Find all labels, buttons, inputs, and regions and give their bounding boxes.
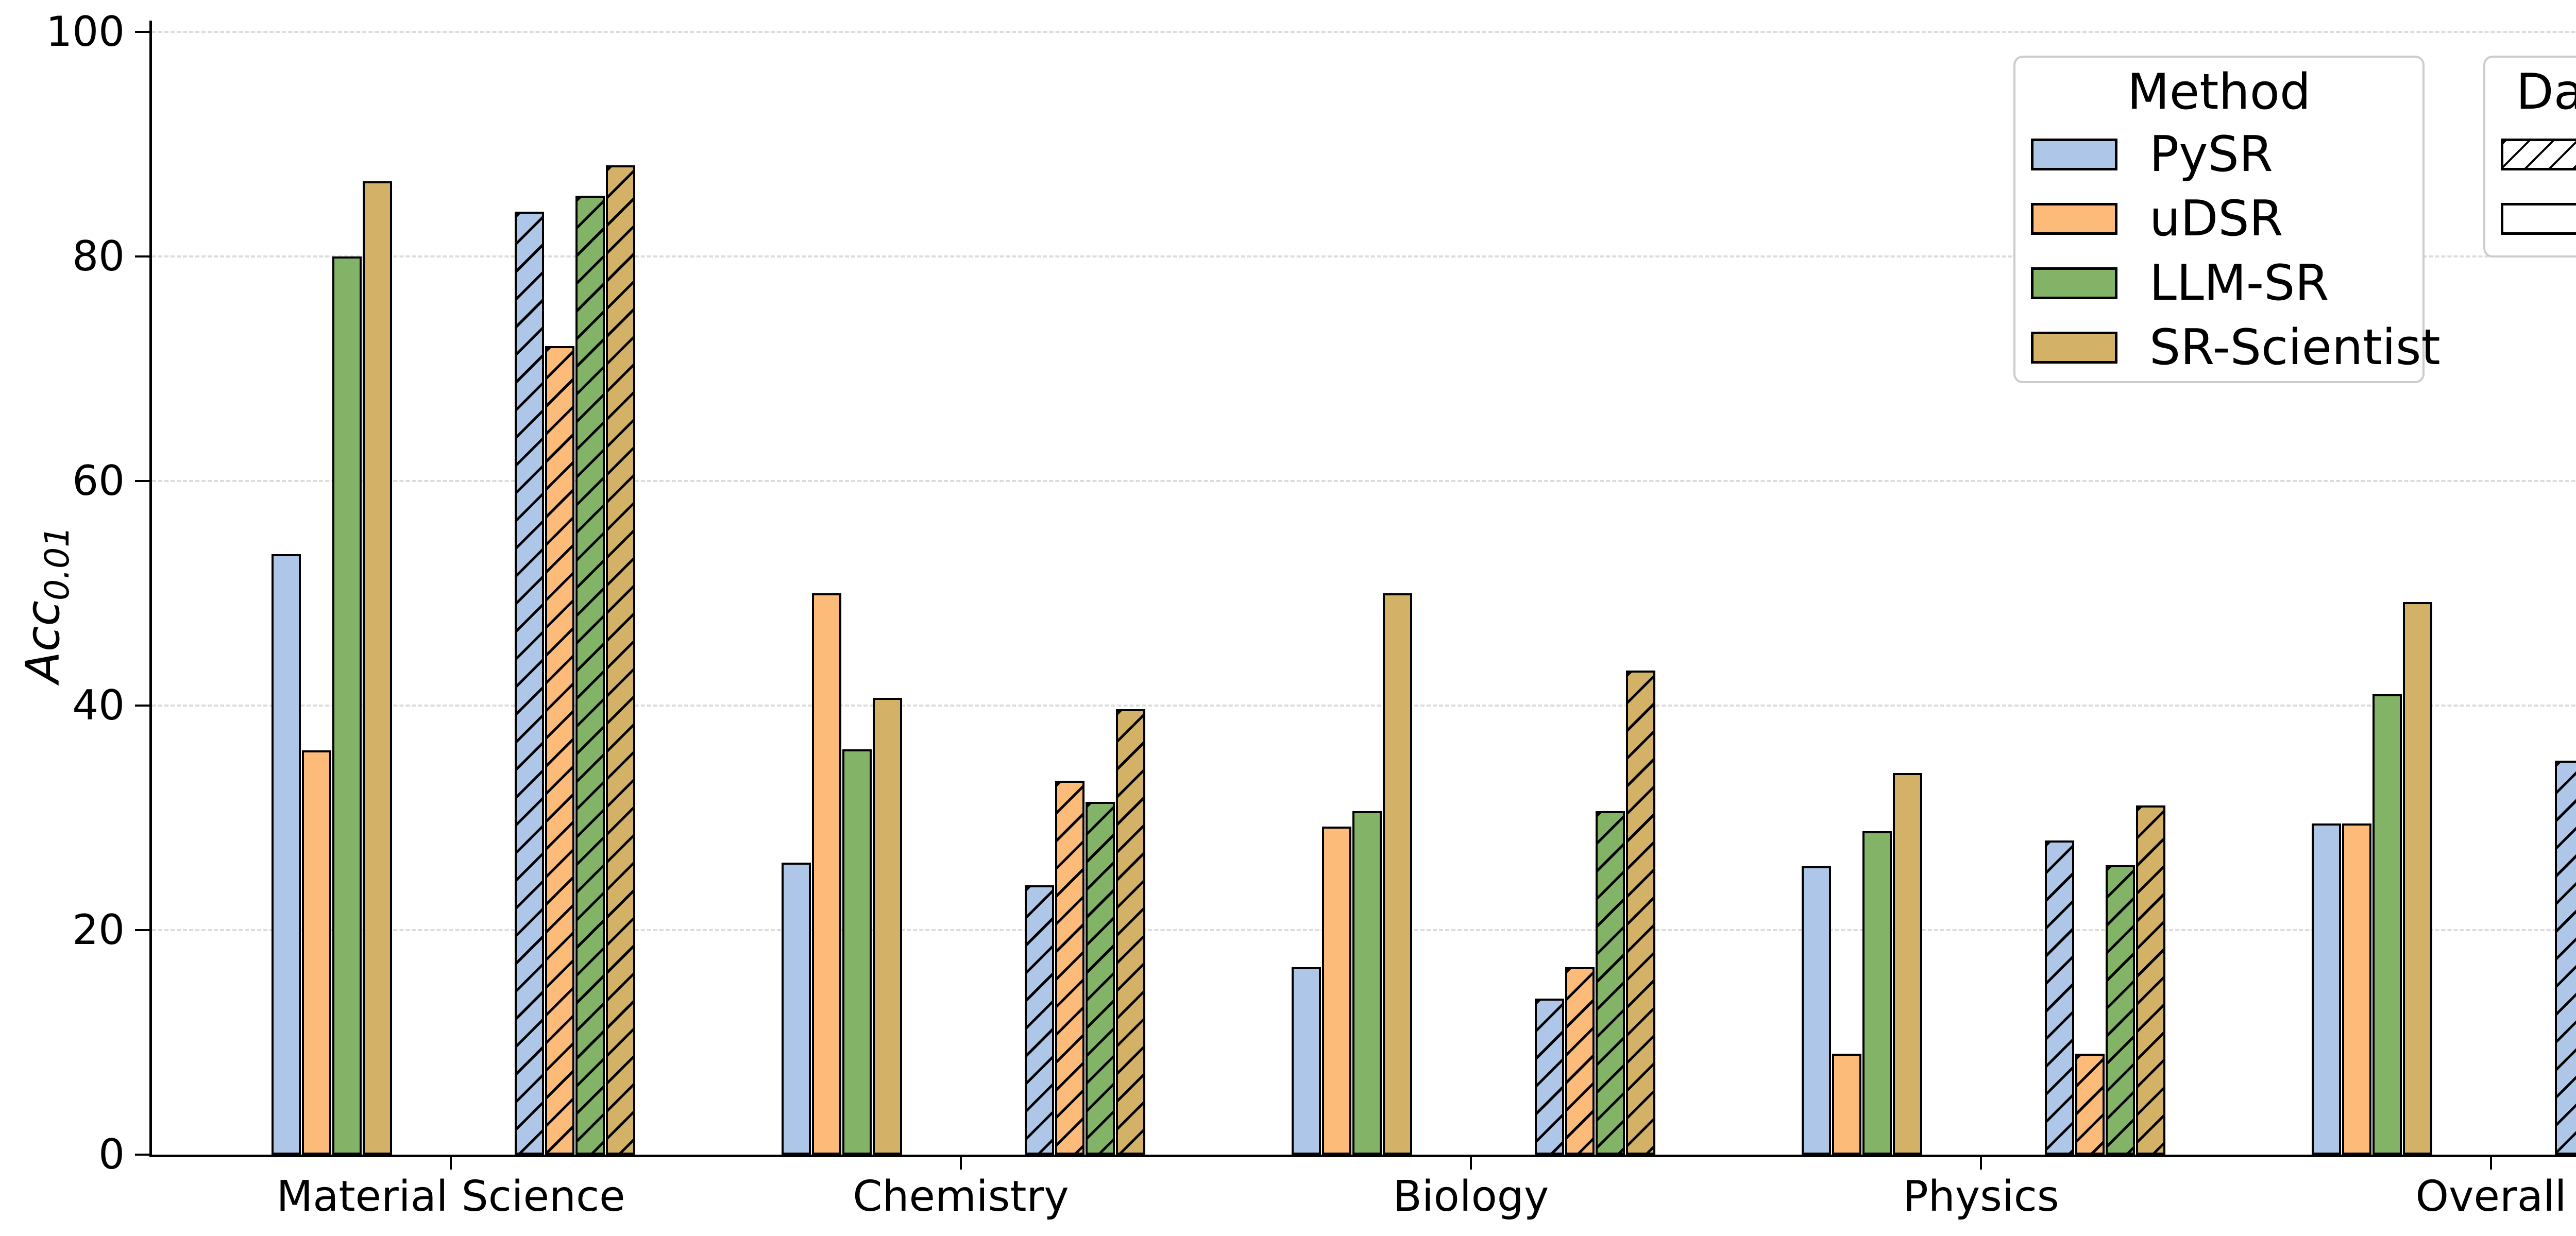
legend-label-llmsr: LLM-SR	[2149, 254, 2329, 312]
legend-method: Method PySR uDSR LLM-SR SR-Scientist	[2013, 56, 2441, 383]
y-tick-label-20: 20	[72, 906, 125, 954]
bar-llmsr-id-biology	[1352, 811, 1382, 1155]
legend-dataset-title: Dataset	[2516, 64, 2576, 121]
legend-item-pysr: PySR	[2031, 122, 2422, 186]
y-tick-mark-100	[135, 31, 149, 33]
bar-llmsr-ood-physics	[2106, 865, 2135, 1155]
y-axis-label-main: Acc	[16, 600, 70, 683]
id-plain-swatch	[2501, 202, 2576, 235]
bar-llmsr-id-chemistry	[842, 749, 872, 1155]
bar-srscientist-id-material-science	[363, 181, 392, 1155]
llmsr-color-swatch	[2031, 267, 2117, 299]
y-axis-label: Acc0.01	[16, 373, 77, 836]
x-category-label-biology: Biology	[1393, 1172, 1549, 1221]
bar-pysr-ood-biology	[1535, 999, 1564, 1155]
bar-udsr-id-chemistry	[812, 593, 841, 1155]
y-tick-mark-60	[135, 480, 149, 482]
gridline-y-40	[152, 705, 2576, 707]
bar-pysr-id-overall	[2312, 823, 2341, 1155]
gridline-y-60	[152, 480, 2576, 482]
bar-pysr-ood-chemistry	[1025, 885, 1054, 1155]
legend-label-udsr: uDSR	[2149, 190, 2283, 247]
bar-pysr-ood-overall	[2555, 761, 2576, 1155]
bar-srscientist-ood-physics	[2136, 805, 2165, 1155]
x-category-label-overall: Overall	[2415, 1172, 2567, 1221]
legend-item-ood: OOD	[2501, 122, 2576, 186]
ood-hatch-swatch	[2501, 138, 2576, 170]
bar-udsr-ood-material-science	[545, 346, 574, 1155]
bar-udsr-id-material-science	[302, 750, 331, 1155]
y-tick-label-40: 40	[72, 681, 125, 729]
bar-pysr-id-material-science	[272, 554, 301, 1155]
legend-item-llmsr: LLM-SR	[2031, 251, 2422, 315]
bar-srscientist-ood-material-science	[606, 165, 635, 1155]
bar-pysr-id-chemistry	[782, 863, 811, 1155]
bar-pysr-ood-material-science	[515, 212, 544, 1155]
gridline-y-80	[152, 255, 2576, 258]
udsr-color-swatch	[2031, 202, 2117, 235]
pysr-color-swatch	[2031, 138, 2117, 170]
y-axis-label-subscript: 0.01	[38, 526, 77, 601]
bar-srscientist-ood-biology	[1626, 671, 1655, 1155]
bar-udsr-id-biology	[1322, 827, 1351, 1155]
plot-area	[149, 21, 2576, 1157]
y-tick-mark-20	[135, 929, 149, 931]
x-category-label-physics: Physics	[1903, 1172, 2059, 1221]
x-category-label-chemistry: Chemistry	[853, 1172, 1069, 1221]
y-tick-label-60: 60	[72, 457, 125, 505]
bar-udsr-id-overall	[2342, 823, 2371, 1155]
y-tick-mark-80	[135, 255, 149, 258]
bar-llmsr-ood-material-science	[575, 196, 605, 1155]
bar-udsr-ood-physics	[2075, 1054, 2105, 1155]
bar-llmsr-id-material-science	[332, 256, 362, 1155]
y-tick-label-80: 80	[72, 232, 125, 280]
x-tick-mark-5	[2490, 1156, 2492, 1170]
legend-item-srscientist: SR-Scientist	[2031, 315, 2441, 380]
x-tick-mark-2	[960, 1156, 962, 1170]
legend-dataset: Dataset OOD ID	[2483, 56, 2576, 258]
bar-llmsr-ood-chemistry	[1086, 802, 1115, 1155]
bar-srscientist-id-biology	[1383, 593, 1412, 1155]
legend-item-udsr: uDSR	[2031, 186, 2422, 251]
bar-udsr-ood-biology	[1565, 967, 1595, 1155]
y-tick-label-0: 0	[98, 1130, 125, 1178]
srscientist-color-swatch	[2031, 331, 2117, 364]
legend-item-id: ID	[2501, 186, 2576, 251]
legend-method-title: Method	[2127, 64, 2311, 121]
legend-label-pysr: PySR	[2149, 126, 2273, 183]
x-tick-mark-1	[450, 1156, 452, 1170]
bar-srscientist-id-overall	[2403, 602, 2432, 1155]
y-tick-label-100: 100	[46, 8, 125, 56]
gridline-y-100	[152, 31, 2576, 33]
x-category-label-material-science: Material Science	[276, 1172, 625, 1221]
bar-srscientist-ood-chemistry	[1116, 709, 1145, 1155]
bar-llmsr-id-physics	[1862, 831, 1892, 1155]
y-tick-mark-40	[135, 705, 149, 707]
bar-srscientist-id-chemistry	[873, 698, 902, 1155]
x-tick-mark-3	[1470, 1156, 1472, 1170]
bar-llmsr-ood-biology	[1596, 811, 1625, 1155]
legend-label-srscientist: SR-Scientist	[2149, 319, 2441, 376]
bar-pysr-id-physics	[1802, 866, 1831, 1155]
bar-pysr-id-biology	[1292, 967, 1321, 1155]
bar-udsr-ood-chemistry	[1055, 781, 1084, 1155]
bar-udsr-id-physics	[1832, 1054, 1861, 1155]
y-tick-mark-0	[135, 1154, 149, 1156]
bar-llmsr-id-overall	[2372, 694, 2402, 1155]
x-tick-mark-4	[1980, 1156, 1982, 1170]
bar-pysr-ood-physics	[2045, 840, 2074, 1155]
bar-srscientist-id-physics	[1893, 773, 1922, 1155]
